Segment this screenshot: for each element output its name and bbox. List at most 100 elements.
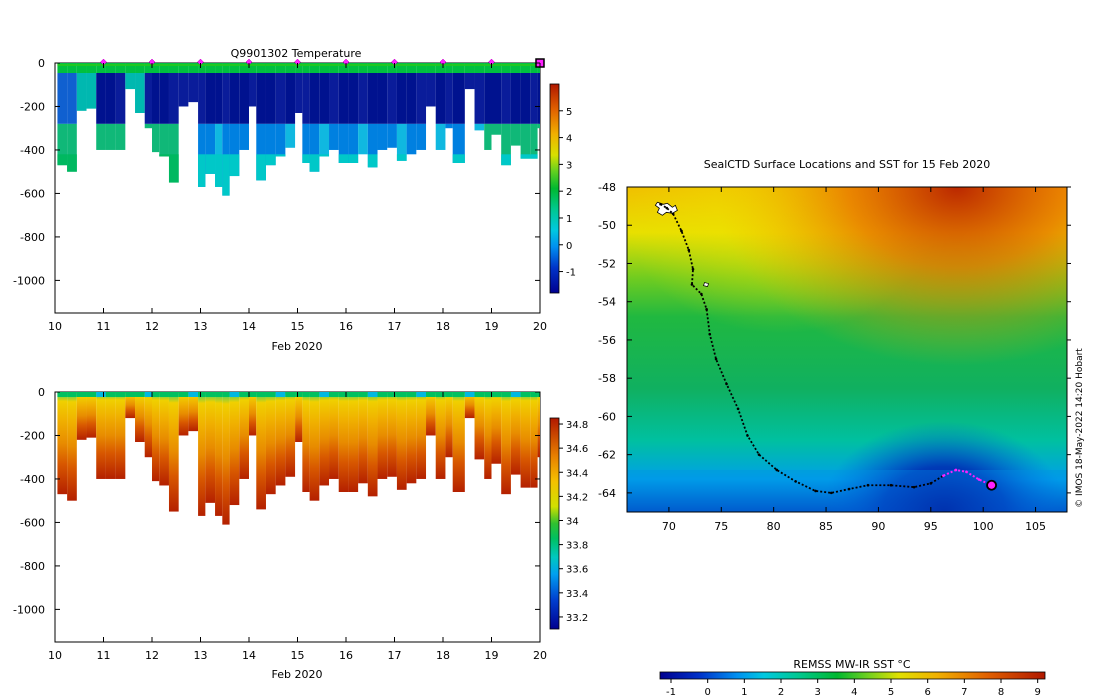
colorbar-tick-label: -1 bbox=[566, 268, 576, 279]
salinity-colorbar bbox=[549, 417, 560, 630]
colorbar-tick-label: 33.2 bbox=[566, 613, 588, 624]
profile-column bbox=[168, 392, 179, 512]
profile-column bbox=[445, 392, 453, 458]
map-x-tick-label: 90 bbox=[871, 520, 885, 533]
profile-column bbox=[265, 63, 276, 166]
x-tick-label: 11 bbox=[97, 320, 111, 333]
profile-column bbox=[222, 392, 230, 525]
profile-column bbox=[256, 63, 266, 181]
x-tick-label: 10 bbox=[48, 320, 62, 333]
colorbar-tick-label: 4 bbox=[566, 134, 572, 145]
map-y-tick-label: -54 bbox=[598, 296, 616, 309]
profile-column bbox=[520, 392, 531, 488]
track-point bbox=[746, 434, 749, 437]
track-point bbox=[687, 248, 691, 252]
track-point bbox=[757, 453, 761, 456]
track-point bbox=[965, 470, 968, 474]
profile-column bbox=[57, 392, 68, 495]
track-point bbox=[725, 382, 728, 386]
seal-track bbox=[654, 201, 997, 495]
profile-column bbox=[302, 392, 310, 492]
track-point bbox=[690, 283, 694, 286]
profile-column bbox=[152, 63, 160, 153]
x-tick-label: 12 bbox=[145, 320, 159, 333]
profile-column bbox=[406, 63, 417, 155]
sst-colorbar-tick-label: 5 bbox=[888, 687, 894, 698]
profile-column bbox=[530, 63, 538, 159]
profile-column bbox=[474, 392, 485, 460]
profile-column bbox=[275, 63, 286, 157]
track-point bbox=[814, 489, 817, 493]
track-point bbox=[942, 474, 945, 477]
temperature-colorbar bbox=[549, 83, 560, 294]
profile-column bbox=[426, 63, 436, 107]
map-y-tick-label: -60 bbox=[598, 410, 616, 423]
x-tick-label: 19 bbox=[485, 649, 499, 662]
profile-column bbox=[510, 63, 521, 146]
profile-column bbox=[491, 63, 502, 135]
map-y-tick-label: -50 bbox=[598, 219, 616, 232]
x-tick-label: 20 bbox=[533, 649, 547, 662]
track-point bbox=[929, 482, 933, 485]
profile-column bbox=[105, 392, 116, 479]
track-point bbox=[889, 483, 893, 487]
x-tick-label: 12 bbox=[145, 649, 159, 662]
profile-column bbox=[319, 63, 330, 157]
x-tick-label: 16 bbox=[339, 320, 353, 333]
x-tick-label: 16 bbox=[339, 649, 353, 662]
profile-column bbox=[229, 63, 240, 177]
salinity-panel: 10 11 12 13 14 15 16 17 18 19 20 0 -200 -400 -600 -800… bbox=[13, 386, 588, 681]
x-tick-label: 18 bbox=[436, 649, 450, 662]
profile-column bbox=[484, 392, 492, 479]
profile-column bbox=[435, 392, 446, 479]
track-point bbox=[954, 468, 958, 472]
profile-column bbox=[416, 63, 427, 150]
profile-column bbox=[168, 63, 179, 183]
colorbar-tick-label: 34.6 bbox=[566, 444, 588, 455]
map-y-tick-label: -56 bbox=[598, 334, 616, 347]
profile-column bbox=[302, 63, 310, 163]
final-position-marker bbox=[986, 479, 997, 491]
x-tick-label: 14 bbox=[242, 649, 256, 662]
profile-column bbox=[377, 63, 388, 150]
y-tick-label: -200 bbox=[20, 429, 45, 442]
track-point bbox=[912, 485, 916, 489]
sst-colorbar-tick-label: 9 bbox=[1034, 687, 1040, 698]
map-y-tick-label: -58 bbox=[598, 372, 616, 385]
y-tick-label: -800 bbox=[20, 231, 45, 244]
sst-colorbar-tick-label: -1 bbox=[666, 687, 676, 698]
salinity-colorbar-ticks: 33.2 33.4 33.6 33.8 34 34.2 34.4 34.6 34.8 bbox=[559, 420, 588, 624]
profile-column bbox=[377, 392, 388, 479]
x-tick-label: 15 bbox=[291, 649, 305, 662]
profile-column bbox=[537, 63, 540, 129]
sst-colorbar-label: REMSS MW-IR SST °C bbox=[793, 658, 911, 671]
profile-column bbox=[239, 392, 249, 479]
profile-column bbox=[215, 63, 223, 187]
profile-column bbox=[358, 63, 368, 155]
colorbar-tick-label: 2 bbox=[566, 187, 572, 198]
profile-column bbox=[348, 392, 359, 492]
profile-column bbox=[188, 63, 199, 103]
y-tick-label: -400 bbox=[20, 473, 45, 486]
track-point bbox=[708, 332, 712, 336]
sst-map-panel: SealCTD Surface Locations and SST for 15… bbox=[598, 158, 1085, 698]
track-point bbox=[700, 292, 703, 296]
temperature-panel: Q9901302 Temperature 10 11 12 13 14 15 16 17 18 1… bbox=[13, 47, 576, 353]
map-axes-frame bbox=[626, 186, 1068, 513]
track-point bbox=[775, 468, 779, 472]
profile-column bbox=[358, 392, 368, 484]
map-y-tick-label: -64 bbox=[598, 487, 616, 500]
salinity-profiles bbox=[57, 392, 540, 525]
track-point bbox=[665, 206, 669, 210]
y-tick-label: -800 bbox=[20, 560, 45, 573]
colorbar-tick-label: 34.8 bbox=[566, 420, 588, 431]
y-tick-label: 0 bbox=[38, 386, 45, 399]
profile-column bbox=[86, 392, 97, 438]
profile-column bbox=[295, 392, 303, 442]
profile-column bbox=[367, 63, 378, 168]
map-x-tick-label: 95 bbox=[924, 520, 938, 533]
track-point bbox=[847, 487, 851, 491]
temperature-y-ticks: 0 -200 -400 -600 -800 -1000 bbox=[13, 57, 540, 287]
x-tick-label: 15 bbox=[291, 320, 305, 333]
